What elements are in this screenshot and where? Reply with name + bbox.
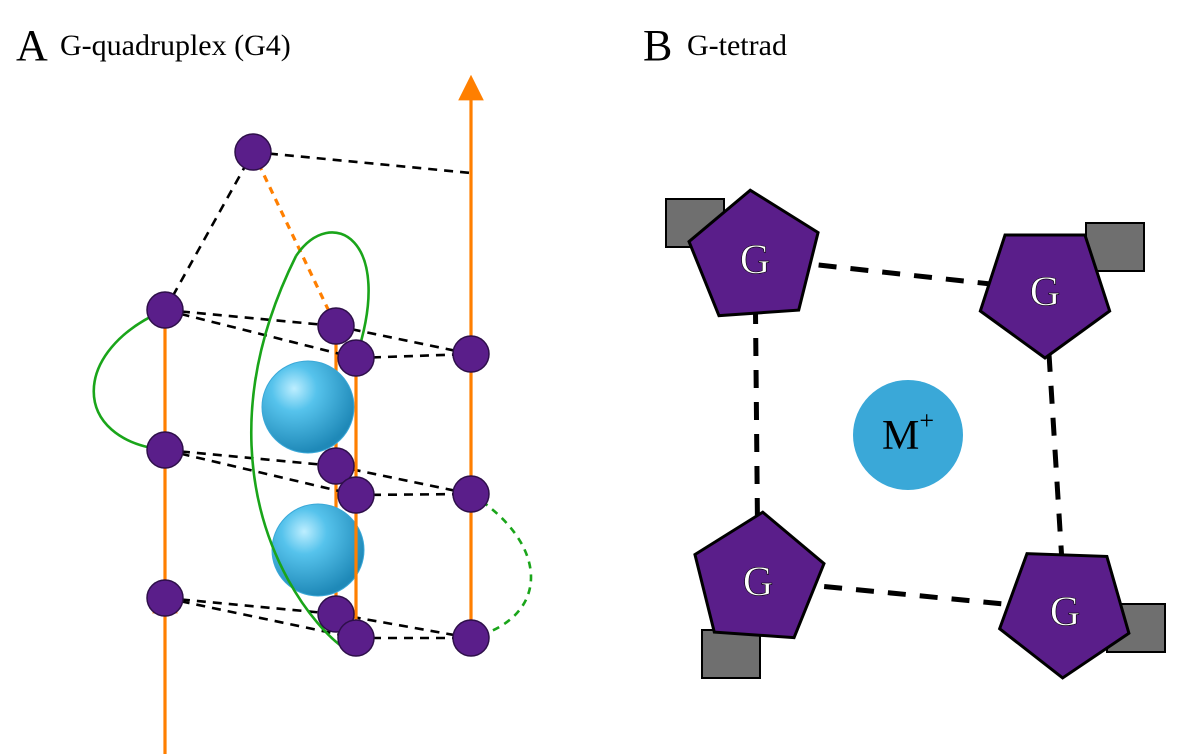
guanine-node [338, 620, 374, 656]
guanine-label: G [1050, 590, 1080, 636]
guanine-label: G [1030, 270, 1060, 316]
guanine-br: G [1000, 554, 1165, 678]
panel-b: BG-tetradM+GGGG [643, 21, 1165, 678]
guanine-tl: G [666, 190, 818, 316]
panel-a: A G-quadruplex (G4) [16, 21, 531, 754]
guanine-node [338, 477, 374, 513]
panel-a-title: G-quadruplex (G4) [60, 29, 291, 62]
guanine-node [453, 476, 489, 512]
guanine-bl: G [695, 512, 824, 678]
guanine-tr: G [980, 223, 1144, 358]
cation-sphere [262, 361, 354, 453]
guanine-node [147, 292, 183, 328]
guanine-node [453, 620, 489, 656]
guanine-node [235, 134, 271, 170]
guanine-node [147, 432, 183, 468]
panel-a-letter: A [16, 21, 48, 70]
panel-b-title: G-tetrad [687, 29, 787, 62]
guanine-node [338, 340, 374, 376]
guanine-node [147, 580, 183, 616]
cation-sphere [272, 504, 364, 596]
guanine-label: G [743, 560, 773, 606]
guanine-node [318, 308, 354, 344]
guanine-node [453, 336, 489, 372]
guanine-label: G [740, 238, 770, 284]
panel-b-letter: B [643, 21, 672, 70]
sugar-attachment [702, 630, 760, 678]
figure-root: AG-quadruplex (G4) BG-tetradM+GGGG [0, 0, 1200, 754]
